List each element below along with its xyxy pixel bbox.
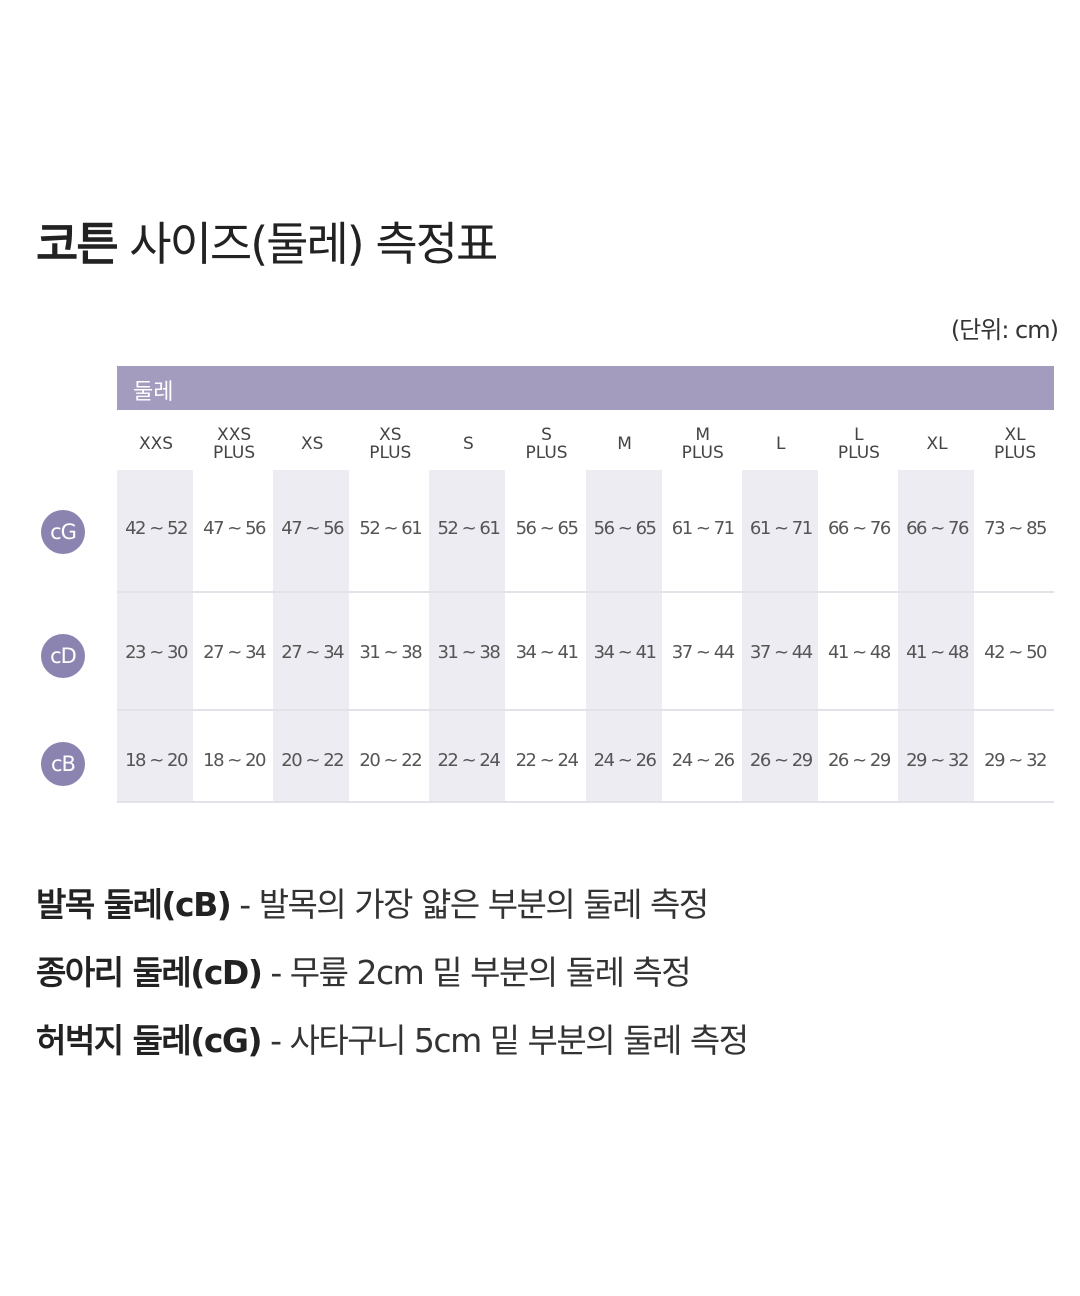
- title-bold: 코튼: [36, 217, 119, 271]
- table-cell: 27 ~ 34: [281, 641, 344, 663]
- table-cell: 34 ~ 41: [515, 641, 579, 663]
- row-badge-cG: cG: [41, 510, 85, 554]
- row-badge-cD: cD: [41, 634, 85, 678]
- table-cell: 27 ~ 34: [203, 641, 266, 663]
- table-cell: 31 ~ 38: [359, 641, 422, 663]
- size-column-header: L PLUS: [837, 425, 880, 463]
- table-cell: 47 ~ 56: [203, 517, 266, 539]
- table-cell: 26 ~ 29: [749, 749, 813, 771]
- table-cell: 42 ~ 50: [984, 641, 1047, 663]
- size-column-header: XS PLUS: [369, 425, 412, 463]
- row-divider: [117, 801, 1054, 803]
- shaded-column: [898, 470, 974, 803]
- size-column-header: XXS PLUS: [213, 425, 256, 463]
- size-column-header: S: [462, 434, 474, 454]
- table-cell: 29 ~ 32: [984, 749, 1047, 771]
- table-header-bar: 둘레: [117, 366, 1054, 410]
- table-cell: 18 ~ 20: [125, 749, 188, 771]
- table-cell: 47 ~ 56: [281, 517, 344, 539]
- table-cell: 66 ~ 76: [906, 517, 969, 539]
- table-cell: 41 ~ 48: [906, 641, 969, 663]
- size-column-header: XL: [926, 434, 948, 454]
- shaded-column: [429, 470, 506, 803]
- table-cell: 22 ~ 24: [437, 749, 500, 771]
- page-title: 코튼 사이즈(둘레) 측정표: [36, 214, 498, 274]
- table-cell: 29 ~ 32: [906, 749, 969, 771]
- size-column-header: M PLUS: [681, 425, 724, 463]
- shaded-column: [741, 470, 818, 803]
- table-cell: 56 ~ 65: [593, 517, 657, 539]
- row-divider: [117, 709, 1054, 711]
- size-column-header: M: [617, 434, 632, 454]
- description-line: 허벅지 둘레(cG) - 사타구니 5cm 밑 부분의 둘레 측정: [36, 1014, 749, 1062]
- table-cell: 20 ~ 22: [281, 749, 344, 771]
- table-cell: 24 ~ 26: [593, 749, 657, 771]
- table-cell: 61 ~ 71: [749, 517, 813, 539]
- table-cell: 61 ~ 71: [671, 517, 735, 539]
- size-column-header: XXS: [138, 434, 174, 454]
- table-cell: 52 ~ 61: [359, 517, 422, 539]
- table-cell: 37 ~ 44: [749, 641, 813, 663]
- shaded-column: [585, 470, 662, 803]
- title-regular: 사이즈(둘레) 측정표: [116, 217, 498, 271]
- table-cell: 31 ~ 38: [437, 641, 500, 663]
- row-divider: [117, 591, 1054, 593]
- description-line: 종아리 둘레(cD) - 무릎 2cm 밑 부분의 둘레 측정: [36, 946, 692, 994]
- shaded-column: [117, 470, 193, 803]
- description-text: - 사타구니 5cm 밑 부분의 둘레 측정: [261, 1021, 749, 1060]
- table-cell: 18 ~ 20: [203, 749, 266, 771]
- table-cell: 26 ~ 29: [827, 749, 891, 771]
- table-cell: 34 ~ 41: [593, 641, 657, 663]
- size-column-header: XL PLUS: [994, 425, 1037, 463]
- table-cell: 42 ~ 52: [125, 517, 188, 539]
- description-text: - 발목의 가장 얇은 부분의 둘레 측정: [230, 885, 709, 924]
- size-column-header: L: [776, 434, 786, 454]
- description-text: - 무릎 2cm 밑 부분의 둘레 측정: [261, 953, 691, 992]
- table-cell: 56 ~ 65: [515, 517, 579, 539]
- table-cell: 23 ~ 30: [125, 641, 188, 663]
- table-cell: 66 ~ 76: [827, 517, 891, 539]
- unit-note: (단위: cm): [950, 316, 1059, 344]
- description-term: 허벅지 둘레(cG): [36, 1021, 263, 1060]
- table-cell: 52 ~ 61: [437, 517, 500, 539]
- table-cell: 41 ~ 48: [827, 641, 891, 663]
- shaded-column: [273, 470, 350, 803]
- table-cell: 37 ~ 44: [671, 641, 735, 663]
- description-line: 발목 둘레(cB) - 발목의 가장 얇은 부분의 둘레 측정: [36, 878, 709, 926]
- table-cell: 20 ~ 22: [359, 749, 422, 771]
- row-badge-cB: cB: [41, 742, 85, 786]
- table-cell: 22 ~ 24: [515, 749, 579, 771]
- table-cell: 73 ~ 85: [984, 517, 1047, 539]
- size-column-header: XS: [300, 434, 324, 454]
- size-column-header: S PLUS: [525, 425, 568, 463]
- description-term: 종아리 둘레(cD): [36, 953, 263, 992]
- description-term: 발목 둘레(cB): [36, 885, 232, 924]
- table-header-label: 둘레: [133, 380, 174, 405]
- table-cell: 24 ~ 26: [671, 749, 735, 771]
